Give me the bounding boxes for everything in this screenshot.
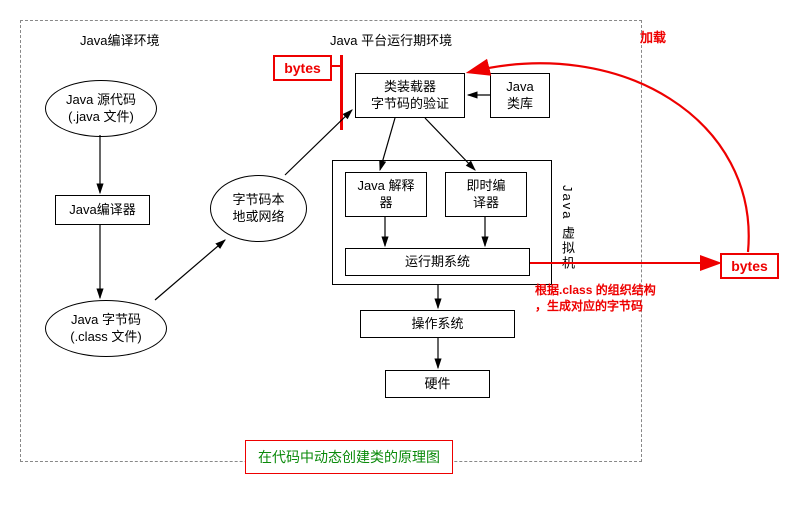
node-bytecode-net: 字节码本 地或网络 <box>210 175 307 242</box>
caption-label: 在代码中动态创建类的原理图 <box>258 449 440 465</box>
node-compiler: Java编译器 <box>55 195 150 225</box>
node-classloader-label: 类装载器 字节码的验证 <box>371 79 449 113</box>
node-hardware: 硬件 <box>385 370 490 398</box>
node-runtime-label: 运行期系统 <box>405 254 470 271</box>
node-source-label: Java 源代码 (.java 文件) <box>66 92 136 126</box>
load-label: 加载 <box>640 30 666 47</box>
node-bytecode-file: Java 字节码 (.class 文件) <box>45 300 167 357</box>
node-jit: 即时编 译器 <box>445 172 527 217</box>
gen-bytecode-label: 根据.class 的组织结构 ，生成对应的字节码 <box>535 283 656 314</box>
bytes-left-label: bytes <box>284 60 321 76</box>
node-compiler-label: Java编译器 <box>69 202 135 219</box>
node-jit-label: 即时编 译器 <box>466 178 505 212</box>
node-os: 操作系统 <box>360 310 515 338</box>
node-classlib: Java 类库 <box>490 73 550 118</box>
title-compile-env: Java编译环境 <box>80 33 159 50</box>
bytes-left-box: bytes <box>273 55 332 81</box>
node-classlib-label: Java 类库 <box>506 79 533 113</box>
node-bytecode-file-label: Java 字节码 (.class 文件) <box>70 312 142 346</box>
bytes-right-label: bytes <box>731 258 768 274</box>
node-interpreter-label: Java 解释 器 <box>357 178 414 212</box>
node-os-label: 操作系统 <box>411 316 463 333</box>
bytes-right-box: bytes <box>720 253 779 279</box>
jvm-label: Java 虚拟机 <box>558 185 577 271</box>
red-divider <box>340 55 343 130</box>
caption-box: 在代码中动态创建类的原理图 <box>245 440 453 474</box>
title-runtime-env: Java 平台运行期环境 <box>330 33 452 50</box>
node-bytecode-net-label: 字节码本 地或网络 <box>232 192 284 226</box>
node-source: Java 源代码 (.java 文件) <box>45 80 157 137</box>
node-runtime: 运行期系统 <box>345 248 530 276</box>
node-classloader: 类装载器 字节码的验证 <box>355 73 465 118</box>
node-hardware-label: 硬件 <box>424 376 450 393</box>
node-interpreter: Java 解释 器 <box>345 172 427 217</box>
